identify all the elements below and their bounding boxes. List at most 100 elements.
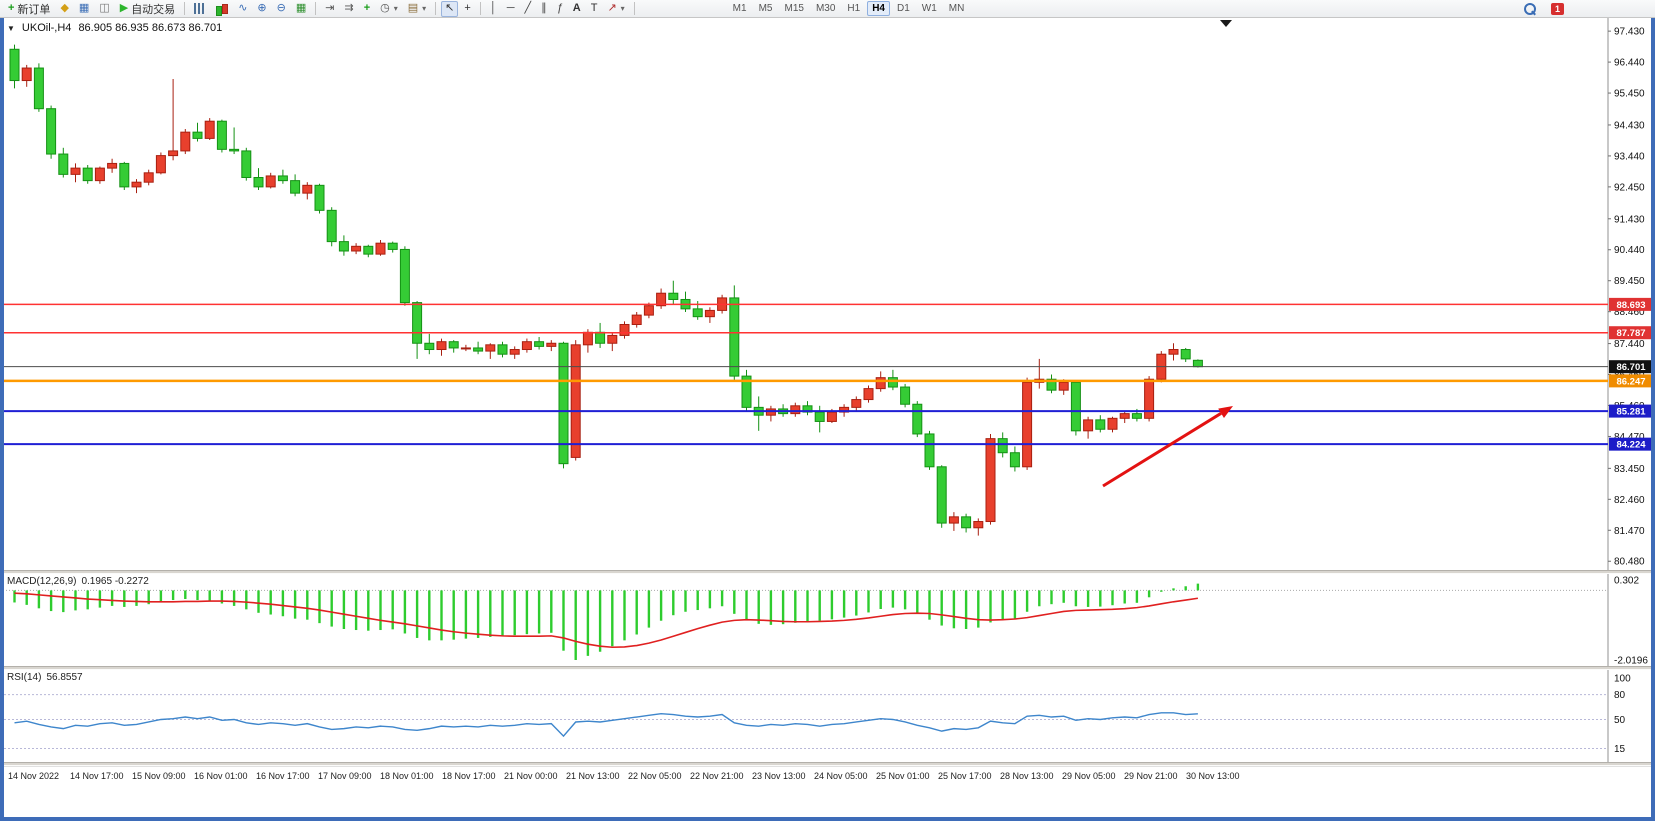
templates-button[interactable]: ▤ ▾ [404, 1, 430, 17]
bar-chart-button[interactable] [190, 1, 209, 17]
rsi-canvas[interactable]: 100 80 50 15 [0, 670, 1655, 762]
candle [936, 466, 947, 524]
timeframe-w1-button[interactable]: W1 [921, 3, 937, 14]
trend-arrow-line[interactable] [1102, 412, 1222, 488]
candle [33, 67, 44, 110]
candle [253, 177, 264, 188]
candle [521, 341, 532, 351]
candle [485, 344, 496, 352]
time-axis-label: 29 Nov 21:00 [1124, 771, 1178, 781]
macd-scale-label: -2.0196 [1614, 655, 1648, 666]
candle [1168, 349, 1179, 355]
timeframe-h1-button[interactable]: H1 [847, 3, 861, 14]
candle [351, 245, 362, 252]
price-tag-label: 88.693 [1616, 300, 1645, 311]
macd-canvas[interactable]: 0.302 -2.0196 [0, 574, 1655, 666]
panel-separator[interactable] [0, 570, 1655, 574]
line-chart-button[interactable]: ∿ [234, 1, 251, 17]
notification-badge[interactable]: 1 [1551, 2, 1564, 15]
text-tool-button[interactable]: A [569, 1, 585, 17]
candle [546, 342, 557, 347]
timeframe-h4-button[interactable]: H4 [867, 1, 890, 16]
price-axis-label: 82.460 [1614, 495, 1645, 506]
candle [1009, 452, 1020, 468]
candle-chart-button[interactable] [211, 1, 232, 17]
candle [997, 438, 1008, 454]
vertical-line-button[interactable]: │ [486, 1, 501, 17]
channel-button[interactable]: ∥ [537, 1, 551, 17]
candle [265, 175, 276, 188]
time-axis-label: 29 Nov 05:00 [1062, 771, 1116, 781]
data-window-button[interactable]: ◫ [95, 1, 113, 17]
shift-end-marker[interactable] [1220, 20, 1232, 27]
panel-separator[interactable] [0, 666, 1655, 670]
time-axis-label: 28 Nov 13:00 [1000, 771, 1054, 781]
label-tool-icon: T [590, 2, 598, 14]
time-axis-label: 25 Nov 17:00 [938, 771, 992, 781]
candle [961, 516, 972, 529]
candle [826, 411, 837, 422]
candle [94, 167, 105, 182]
shift-chart-button[interactable]: ⇥ [321, 1, 338, 17]
candle [338, 241, 349, 252]
candle [985, 438, 996, 523]
window-border-bottom [0, 817, 1655, 821]
fibonacci-button[interactable]: ƒ [553, 1, 567, 17]
macd-indicator-values: 0.1965 -0.2272 [81, 576, 149, 587]
trendline-button[interactable]: ╱ [521, 1, 536, 17]
periods-button[interactable]: ◷ ▾ [376, 1, 402, 17]
search-icon [1524, 2, 1536, 15]
timeframe-d1-button[interactable]: D1 [896, 3, 910, 14]
zoom-out-button[interactable]: ⊖ [273, 1, 290, 17]
time-axis-label: 16 Nov 01:00 [194, 771, 248, 781]
tile-windows-button[interactable]: ▦ [292, 1, 310, 17]
arrows-tool-button[interactable]: ↗ ▾ [603, 1, 628, 17]
rsi-scale-label: 50 [1614, 715, 1626, 726]
crosshair-button[interactable]: + [460, 1, 474, 17]
search-button[interactable] [1520, 1, 1540, 17]
market-watch-button[interactable]: ▦ [75, 1, 93, 17]
time-axis-label: 21 Nov 00:00 [504, 771, 558, 781]
main-toolbar: + 新订单 ◆ ▦ ◫ ▶ 自动交易 ∿ ⊕ ⊖ ▦ ⇥ ⇉ + ◷ ▾ ▤ ▾ ↖… [0, 0, 1655, 18]
auto-scroll-button[interactable]: ⇉ [340, 1, 357, 17]
indicators-button[interactable]: + [360, 1, 374, 17]
new-order-icon: + [8, 2, 15, 14]
candle [1180, 349, 1191, 360]
timeframe-mn-button[interactable]: MN [948, 3, 965, 14]
fibonacci-icon: ƒ [556, 2, 563, 14]
timeframe-m5-button[interactable]: M5 [758, 3, 773, 14]
candle [375, 242, 386, 255]
time-axis[interactable]: 14 Nov 2022 14 Nov 17:00 15 Nov 09:00 16 No… [0, 766, 1655, 784]
main-chart-canvas[interactable]: 97.430 96.440 95.450 94.430 93.440 92.450 91.4… [0, 18, 1655, 570]
rsi-scale-label: 100 [1614, 674, 1631, 685]
panel-separator[interactable] [0, 762, 1655, 766]
cursor-button[interactable]: ↖ [441, 0, 459, 17]
candle [460, 347, 471, 350]
timeframe-m15-button[interactable]: M15 [784, 3, 804, 14]
candle [582, 331, 593, 346]
candle [412, 302, 423, 344]
candle [497, 344, 508, 355]
new-order-label: 新订单 [17, 3, 51, 16]
timeframe-m1-button[interactable]: M1 [732, 3, 747, 14]
zoom-in-button[interactable]: ⊕ [253, 1, 270, 17]
timeframe-m30-button[interactable]: M30 [815, 3, 836, 14]
autotrade-button[interactable]: ▶ 自动交易 [116, 1, 179, 17]
time-axis-label: 21 Nov 13:00 [566, 771, 620, 781]
macd-label: MACD(12,26,9) 0.1965 -0.2272 [7, 576, 149, 587]
arrows-tool-icon: ↗ [607, 2, 617, 14]
chart-menu-icon[interactable]: ▼ [7, 23, 15, 33]
candle [1144, 378, 1155, 419]
horizontal-line-button[interactable]: ─ [503, 1, 519, 17]
candle [436, 341, 447, 351]
data-window-icon: ◫ [99, 2, 110, 14]
profiles-button[interactable]: ◆ [56, 1, 72, 17]
candle [399, 248, 410, 304]
new-order-button[interactable]: + 新订单 [4, 1, 54, 17]
rsi-label: RSI(14) 56.8557 [7, 672, 83, 683]
label-tool-button[interactable]: T [587, 1, 602, 17]
candle [424, 342, 435, 351]
trend-arrow-head[interactable] [1218, 406, 1233, 419]
price-tag [1609, 326, 1654, 340]
candle [1083, 419, 1094, 432]
